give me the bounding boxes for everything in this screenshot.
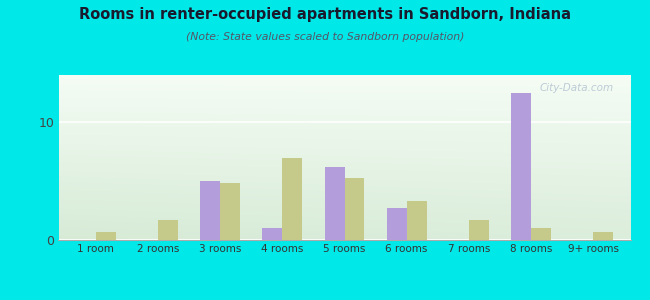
Bar xyxy=(593,232,613,240)
Text: (Note: State values scaled to Sandborn population): (Note: State values scaled to Sandborn p… xyxy=(186,32,464,41)
Bar xyxy=(469,220,489,240)
Bar xyxy=(96,232,116,240)
Text: Rooms in renter-occupied apartments in Sandborn, Indiana: Rooms in renter-occupied apartments in S… xyxy=(79,8,571,22)
Bar xyxy=(344,178,365,240)
Bar xyxy=(282,158,302,240)
Bar xyxy=(407,201,426,240)
Bar xyxy=(158,220,178,240)
Bar xyxy=(200,181,220,240)
Bar xyxy=(220,183,240,240)
Bar xyxy=(324,167,345,240)
Bar xyxy=(511,93,531,240)
Bar xyxy=(263,228,282,240)
Bar xyxy=(387,208,407,240)
Legend: Sandborn, Indiana: Sandborn, Indiana xyxy=(252,296,437,300)
Text: City-Data.com: City-Data.com xyxy=(540,83,614,93)
Bar xyxy=(531,228,551,240)
